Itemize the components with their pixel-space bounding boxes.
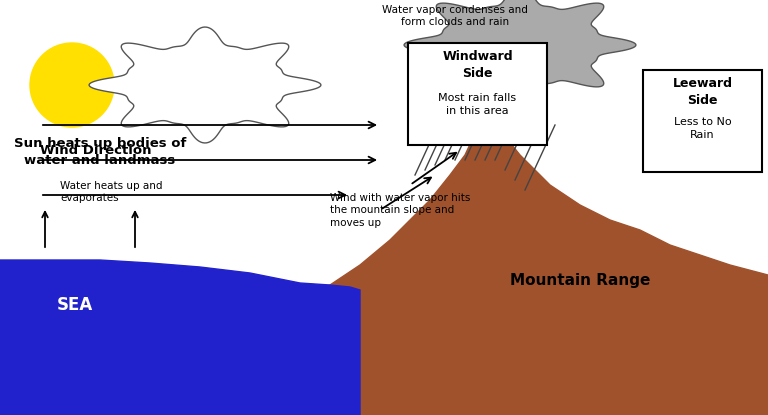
Circle shape bbox=[30, 43, 114, 127]
Text: Mountain Range: Mountain Range bbox=[510, 273, 650, 288]
FancyBboxPatch shape bbox=[408, 43, 547, 145]
FancyBboxPatch shape bbox=[643, 70, 762, 172]
Polygon shape bbox=[89, 27, 321, 143]
Text: Wind with water vapor hits
the mountain slope and
moves up: Wind with water vapor hits the mountain … bbox=[330, 193, 470, 228]
Text: Leeward
Side: Leeward Side bbox=[673, 77, 733, 107]
Text: Less to No
Rain: Less to No Rain bbox=[674, 117, 731, 140]
Polygon shape bbox=[0, 260, 360, 415]
Polygon shape bbox=[0, 110, 768, 415]
Text: Windward
Side: Windward Side bbox=[442, 50, 513, 80]
Text: Water heats up and
evaporates: Water heats up and evaporates bbox=[60, 181, 163, 203]
Text: Water vapor condenses and
form clouds and rain: Water vapor condenses and form clouds an… bbox=[382, 5, 528, 27]
Text: Wind Direction: Wind Direction bbox=[40, 144, 151, 156]
Polygon shape bbox=[404, 0, 636, 103]
Text: Most rain falls
in this area: Most rain falls in this area bbox=[439, 93, 517, 116]
Text: SEA: SEA bbox=[57, 296, 93, 314]
Text: Sun heats up bodies of
water and landmass: Sun heats up bodies of water and landmas… bbox=[14, 137, 186, 167]
